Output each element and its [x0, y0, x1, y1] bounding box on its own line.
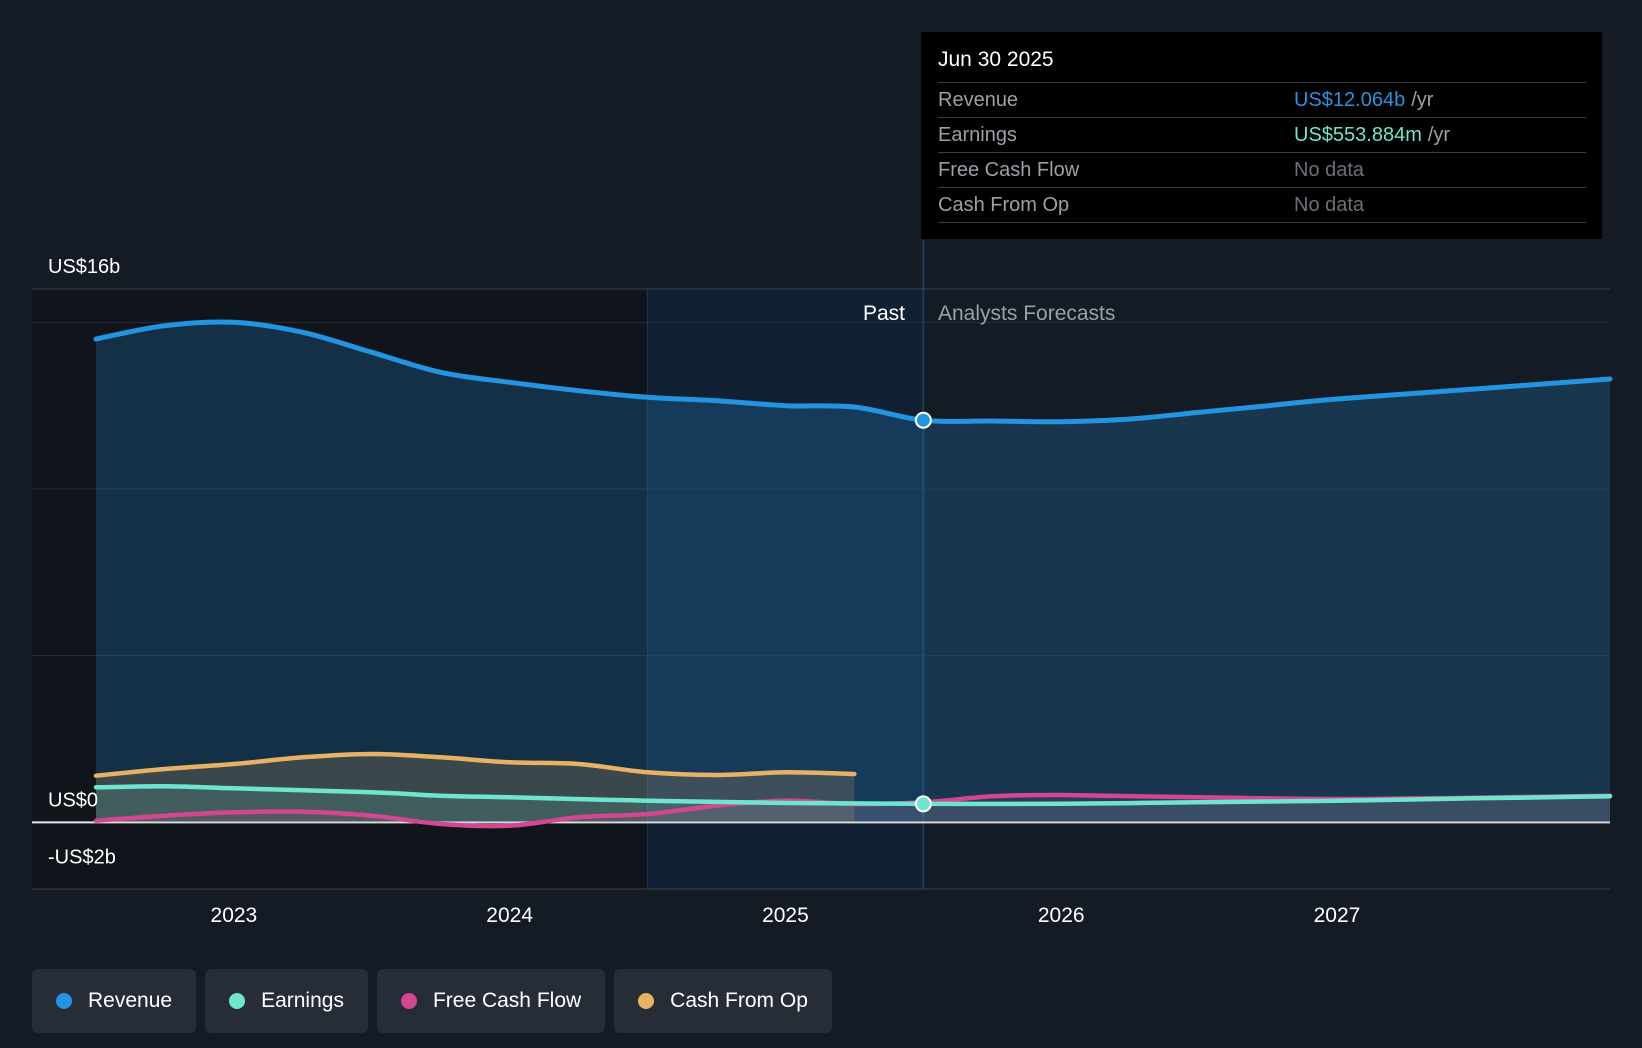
y-axis-label: -US$2b: [48, 847, 116, 869]
earnings-line: [93, 784, 1613, 807]
past-highlight-band: [647, 289, 924, 889]
legend-dot-icon: [400, 993, 417, 1009]
legend: Revenue Earnings Free Cash Flow Cash Fro…: [32, 969, 841, 1033]
revenue-line: [93, 319, 1613, 425]
x-tick-label: 2024: [486, 904, 533, 927]
legend-item-free-cash-flow[interactable]: Free Cash Flow: [376, 969, 606, 1033]
legend-label: Earnings: [261, 989, 344, 1012]
tooltip-label: Earnings: [938, 124, 1017, 146]
tooltip: Jun 30 2025 Revenue US$12.064b /yr Earni…: [921, 32, 1602, 239]
tooltip-label: Cash From Op: [938, 194, 1070, 216]
x-tick-label: 2023: [211, 904, 258, 927]
legend-dot-icon: [229, 993, 246, 1009]
y-axis-label: US$0: [48, 789, 98, 811]
tooltip-row-earnings: Earnings US$553.884m /yr: [938, 118, 1586, 153]
tooltip-value: No data: [1294, 194, 1365, 216]
tooltip-unit: /yr: [1427, 124, 1451, 146]
chart-labels: Past Analysts Forecasts US$16b US$0 -US$2b…: [48, 256, 1360, 927]
cash-from-op-area: [96, 754, 855, 823]
revenue-marker: [914, 411, 932, 429]
x-tick-label: 2026: [1038, 904, 1085, 927]
x-tick-label: 2025: [762, 904, 809, 927]
legend-item-earnings[interactable]: Earnings: [205, 969, 368, 1033]
cash-from-op-line: [93, 751, 857, 778]
chart-gridlines: [32, 288, 1610, 890]
legend-dot-icon: [638, 993, 655, 1009]
chart-markers: [914, 411, 932, 813]
y-axis-label: US$16b: [48, 256, 120, 278]
earnings-marker: [914, 795, 932, 813]
tooltip-value: US$12.064b: [1294, 89, 1406, 111]
past-label: Past: [863, 302, 905, 325]
legend-dot-icon: [56, 993, 72, 1009]
x-tick-label: 2027: [1314, 904, 1361, 927]
legend-label: Free Cash Flow: [432, 989, 582, 1012]
tooltip-label: Free Cash Flow: [938, 159, 1080, 181]
tooltip-row-cash-from-op: Cash From Op No data: [938, 188, 1586, 223]
tooltip-value: US$553.884m: [1294, 124, 1422, 146]
chart-series-lines: [93, 319, 1613, 829]
tooltip-row-revenue: Revenue US$12.064b /yr: [938, 83, 1586, 118]
forecast-label: Analysts Forecasts: [938, 302, 1115, 325]
tooltip-label: Revenue: [938, 89, 1019, 111]
tooltip-row-free-cash-flow: Free Cash Flow No data: [938, 153, 1586, 188]
chart-regions: [32, 240, 925, 889]
tooltip-value: No data: [1294, 159, 1365, 181]
legend-label: Cash From Op: [670, 989, 808, 1012]
legend-item-cash-from-op[interactable]: Cash From Op: [614, 969, 832, 1033]
tooltip-unit: /yr: [1411, 89, 1434, 111]
tooltip-date: Jun 30 2025: [938, 46, 1586, 83]
legend-label: Revenue: [88, 989, 173, 1012]
legend-item-revenue[interactable]: Revenue: [32, 969, 197, 1033]
revenue-area: [96, 321, 1610, 823]
